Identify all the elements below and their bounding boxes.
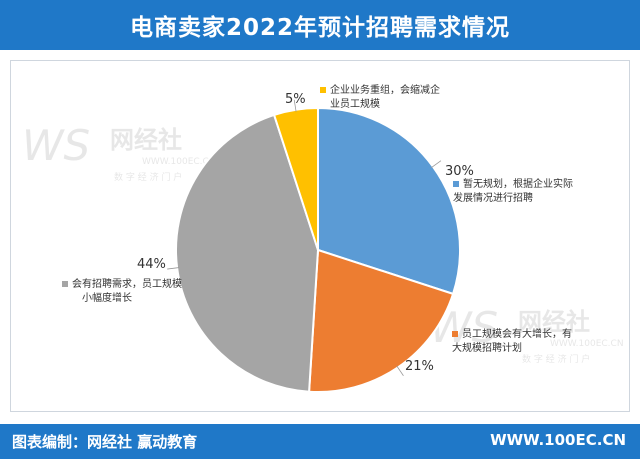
slice-category-label: 发展情况进行招聘	[453, 191, 533, 204]
leader-line	[431, 160, 442, 169]
watermark-brand: 网经社	[518, 308, 590, 336]
slice-pct-label: 21%	[405, 359, 434, 374]
watermark-right: WS 网经社 WWW.100EC.CN 数 字 经 济 门 户	[430, 303, 624, 365]
slice-pct-label: 44%	[137, 257, 166, 272]
legend-swatch	[453, 181, 459, 187]
slice-category-label: 企业业务重组，会缩减企	[330, 83, 440, 96]
watermark-url: WWW.100EC.CN	[550, 339, 624, 349]
watermark-url: WWW.100EC.CN	[142, 157, 216, 167]
leader-lines	[167, 99, 442, 376]
watermark-tagline: 数 字 经 济 门 户	[114, 171, 182, 183]
watermark-brand: 网经社	[110, 126, 182, 154]
leader-line	[293, 99, 297, 112]
leader-line	[396, 365, 404, 376]
footer-bar: 图表编制：网经社 赢动教育 WWW.100EC.CN	[0, 424, 640, 459]
legend-swatch	[320, 87, 326, 93]
slice-category-label: 暂无规划，根据企业实际	[463, 177, 573, 190]
footer-website: WWW.100EC.CN	[490, 431, 626, 449]
slice-category-label: 大规模招聘计划	[452, 341, 522, 354]
legend-swatch	[62, 281, 68, 287]
legend-swatch	[452, 331, 458, 337]
footer-credit: 图表编制：网经社 赢动教育	[12, 433, 198, 451]
leader-line	[167, 267, 180, 270]
slice-pct-label: 30%	[445, 164, 474, 179]
watermark-tagline: 数 字 经 济 门 户	[522, 353, 590, 365]
watermark-logo: WS	[22, 121, 90, 170]
watermark-left: WS 网经社 WWW.100EC.CN 数 字 经 济 门 户	[22, 121, 216, 183]
slice-pct-label: 5%	[285, 92, 306, 107]
chart-title: 电商卖家2022年预计招聘需求情况	[129, 15, 510, 41]
pie-slices	[175, 106, 461, 393]
slice-category-label: 员工规模会有大增长，有	[462, 327, 572, 340]
slice-category-label: 会有招聘需求，员工规模	[72, 277, 182, 290]
slice-category-label: 业员工规模	[330, 97, 380, 110]
slice-category-label: 小幅度增长	[82, 291, 132, 304]
title-bar: 电商卖家2022年预计招聘需求情况	[0, 0, 640, 50]
